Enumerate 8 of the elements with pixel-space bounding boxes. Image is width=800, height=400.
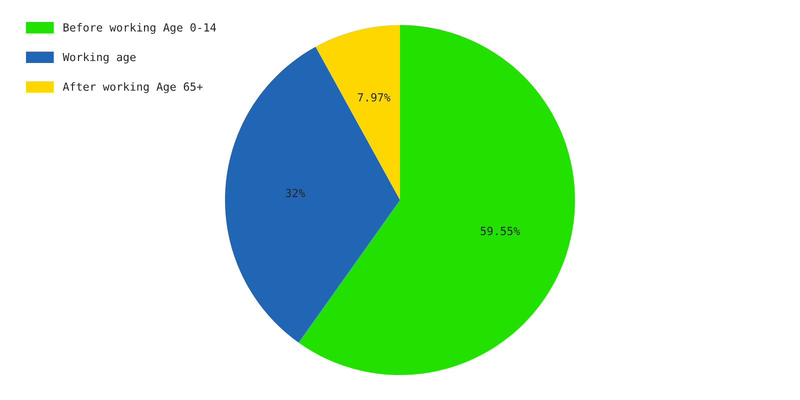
legend-label: Before working Age 0-14 [64,23,216,34]
legend-label: Working age [62,52,136,64]
data-label: 59.55% [480,226,520,236]
legend-label: After working Age 65+ [62,82,203,94]
data-label: 32% [286,188,306,198]
pie-slice [225,46,400,343]
pie-slice [316,25,400,200]
data-label: 7.97% [358,93,390,102]
